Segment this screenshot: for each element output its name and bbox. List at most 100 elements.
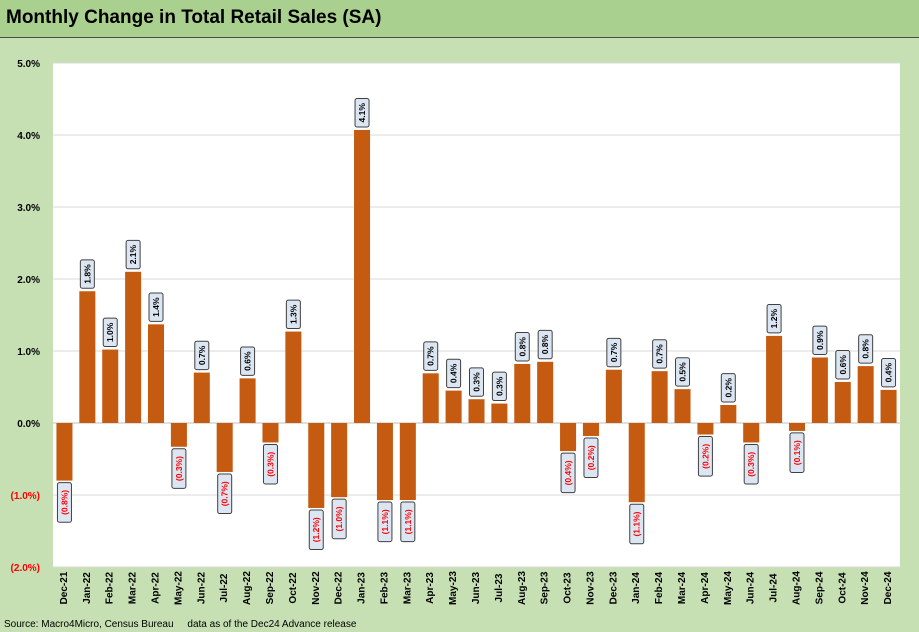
y-tick-label: 2.0% — [17, 275, 40, 286]
x-tick-label: Jul-22 — [219, 573, 230, 602]
data-label-box — [194, 340, 210, 371]
data-label-box — [881, 357, 897, 388]
x-tick-label: Mar-22 — [128, 571, 139, 604]
data-label: 0.7% — [197, 345, 207, 365]
bar — [399, 423, 416, 501]
data-label-box — [377, 501, 393, 543]
x-tick-label: Aug-22 — [242, 571, 253, 605]
y-tick-label: 3.0% — [17, 203, 40, 214]
data-label: 2.1% — [128, 244, 138, 264]
bar — [148, 324, 165, 423]
data-label-box — [812, 325, 828, 355]
x-tick-label: Jun-22 — [196, 571, 207, 604]
x-tick-label: Sep-22 — [265, 571, 276, 604]
data-label-box — [148, 292, 164, 322]
data-label-box — [56, 482, 72, 523]
y-tick-label: (2.0%) — [11, 563, 40, 574]
data-label: 0.8% — [540, 334, 550, 354]
data-label: 1.0% — [105, 322, 115, 342]
x-tick-label: May-24 — [723, 571, 734, 605]
data-label: 0.7% — [655, 344, 665, 364]
x-tick-label: Apr-22 — [151, 572, 162, 604]
data-label: 0.7% — [426, 346, 436, 366]
bar — [628, 423, 645, 503]
data-label-box — [262, 443, 278, 485]
data-label-box — [331, 498, 347, 540]
data-label: (1.1%) — [380, 509, 390, 534]
x-tick-label: Jan-22 — [82, 572, 93, 604]
y-tick-label: 4.0% — [17, 131, 40, 142]
bar — [239, 378, 256, 423]
bar — [560, 423, 577, 452]
bar — [857, 366, 874, 423]
data-label: 0.4% — [449, 363, 459, 383]
x-tick-label: Nov-22 — [311, 571, 322, 605]
data-label-box — [285, 299, 301, 330]
bar — [376, 423, 393, 501]
bar — [491, 403, 508, 423]
x-tick-label: Jun-23 — [471, 571, 482, 604]
bar — [743, 423, 760, 443]
x-tick-label: Nov-23 — [585, 571, 596, 605]
data-label: 0.6% — [838, 355, 848, 375]
data-label: (1.0%) — [334, 506, 344, 531]
data-label-box — [469, 367, 484, 397]
data-label: 1.3% — [288, 304, 298, 324]
data-label-box — [79, 259, 95, 289]
x-tick-label: Apr-24 — [700, 572, 711, 604]
data-label-box — [102, 317, 118, 348]
data-label-box — [766, 303, 782, 334]
data-label-box — [835, 350, 851, 380]
x-tick-label: Nov-24 — [860, 571, 871, 605]
data-label: 0.8% — [861, 339, 871, 359]
data-label-box — [171, 448, 187, 489]
x-tick-label: May-23 — [448, 571, 459, 605]
data-label-box — [125, 239, 141, 270]
data-label: (0.1%) — [792, 440, 802, 465]
bar — [354, 129, 371, 423]
bar — [102, 349, 119, 423]
data-label: 0.2% — [723, 378, 733, 398]
x-tick-label: Feb-23 — [379, 571, 390, 604]
bar — [766, 335, 783, 423]
x-tick-label: Apr-23 — [425, 572, 436, 604]
data-label-box — [789, 432, 805, 474]
data-label-box — [629, 503, 645, 545]
data-label-box — [240, 346, 256, 376]
bar — [56, 423, 73, 481]
bar — [285, 331, 302, 423]
bar — [720, 405, 737, 423]
data-label: 0.6% — [243, 351, 253, 371]
data-label-box — [743, 443, 759, 485]
bar — [605, 369, 622, 423]
data-label: 0.5% — [678, 362, 688, 382]
data-label-box — [423, 341, 439, 371]
bar — [834, 381, 851, 423]
data-label-box — [606, 337, 622, 368]
x-tick-label: Dec-22 — [334, 571, 345, 604]
data-label: 0.3% — [472, 372, 482, 392]
bar — [331, 423, 348, 498]
data-label-box — [720, 373, 736, 403]
bar — [422, 373, 439, 423]
bar — [308, 423, 325, 508]
data-label-box — [217, 473, 233, 515]
data-label: 1.2% — [769, 309, 779, 329]
data-label: (0.2%) — [586, 445, 596, 470]
bar — [514, 363, 531, 423]
x-tick-label: Feb-22 — [105, 571, 116, 604]
x-tick-label: Aug-23 — [517, 571, 528, 605]
y-tick-label: 1.0% — [17, 347, 40, 358]
data-label-box — [560, 452, 576, 494]
x-tick-label: Sep-23 — [540, 571, 551, 604]
data-label: 1.4% — [151, 297, 161, 317]
x-tick-label: Oct-23 — [563, 572, 574, 604]
data-label: 1.8% — [82, 264, 92, 284]
x-tick-label: Dec-23 — [608, 571, 619, 604]
data-label: (0.4%) — [563, 460, 573, 485]
data-label: 0.9% — [815, 330, 825, 350]
data-label-box — [514, 332, 530, 362]
bar — [79, 291, 96, 423]
data-label: 0.4% — [884, 363, 894, 383]
